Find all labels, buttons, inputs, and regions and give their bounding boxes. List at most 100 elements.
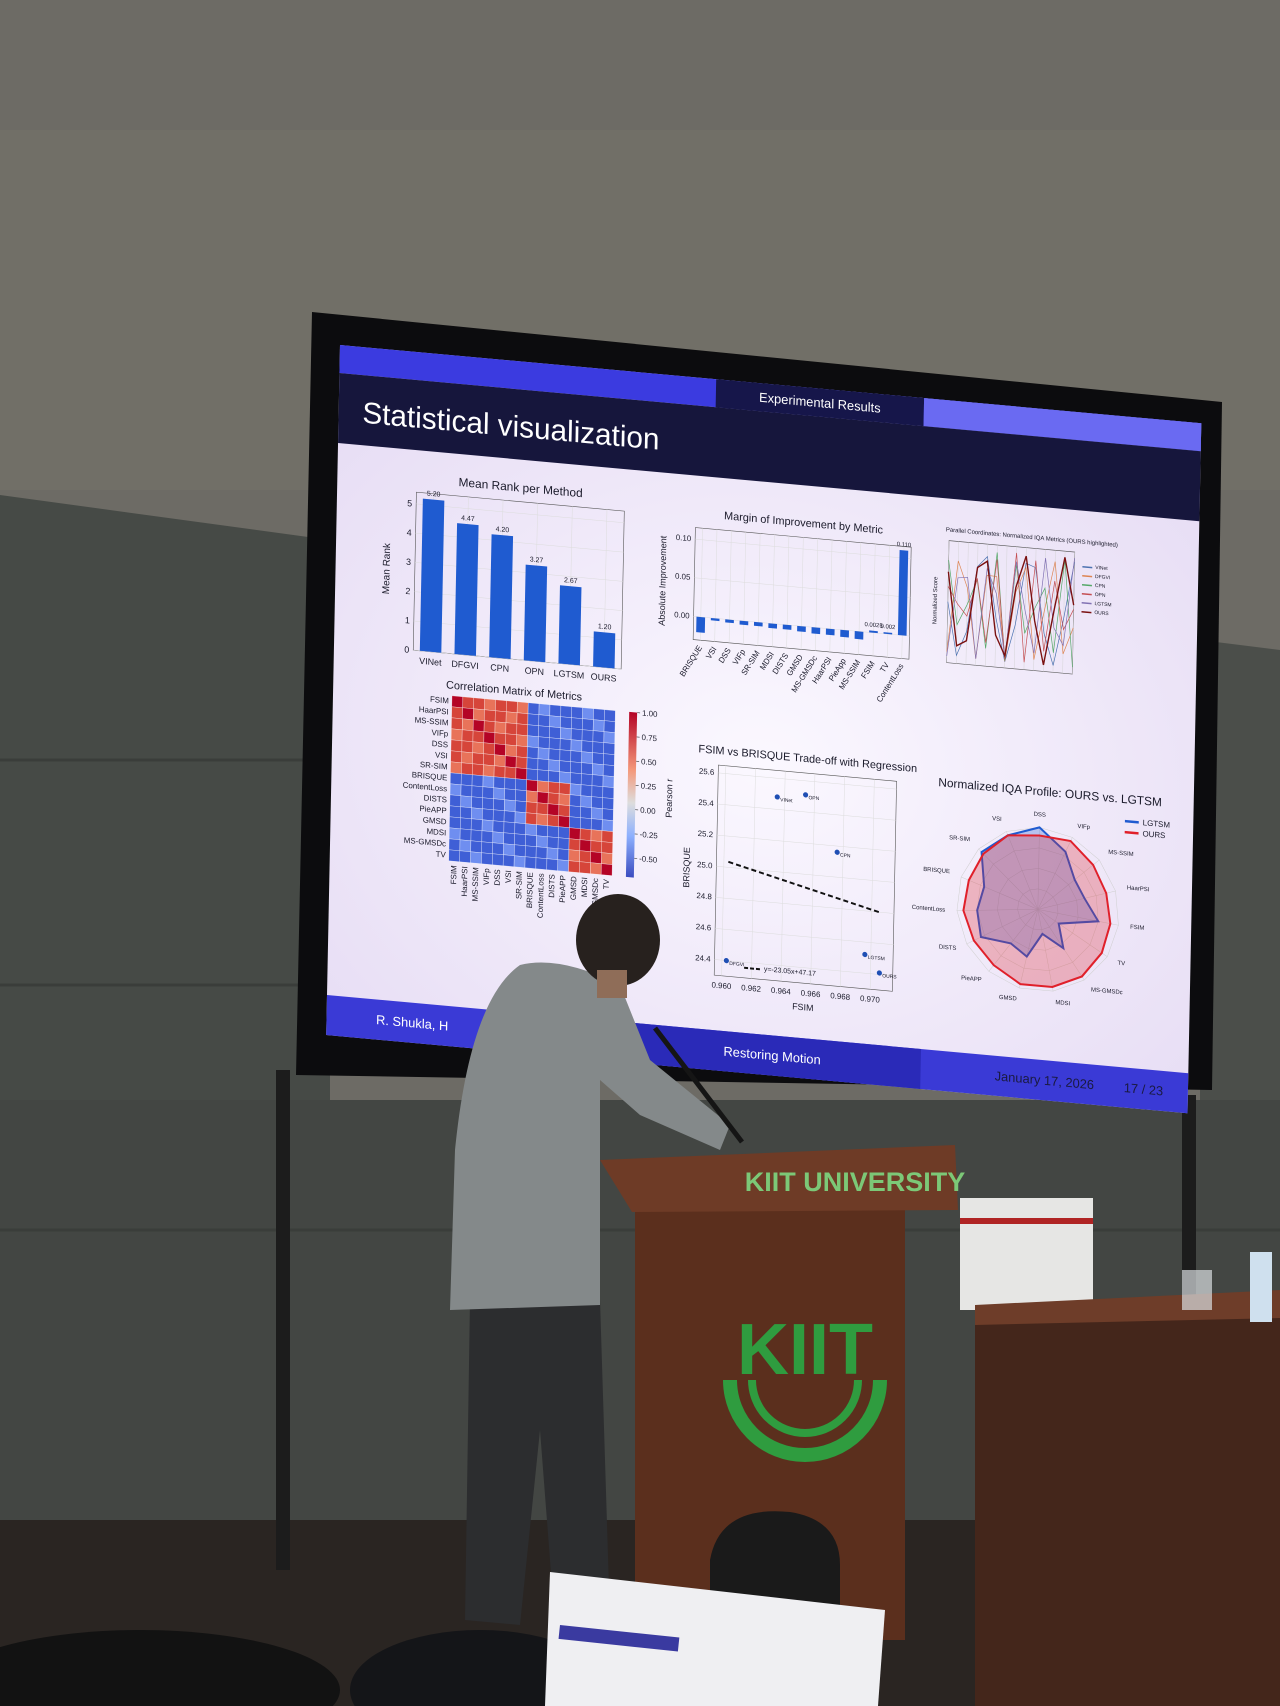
row-label: DISTS — [424, 793, 447, 804]
radar-spoke — [1037, 909, 1108, 957]
column-label: VIFp — [482, 867, 491, 885]
heatmap-cell-decoration — [568, 838, 581, 851]
heatmap-cell-decoration — [503, 810, 516, 823]
heatmap-cell-decoration — [580, 784, 593, 797]
bar — [725, 619, 734, 624]
legend-swatch — [744, 966, 760, 971]
heatmap-cell-decoration — [504, 788, 516, 801]
radar-axis-label: BRISQUE — [923, 867, 950, 875]
bar — [696, 616, 706, 633]
heatmap-cell-decoration — [549, 704, 562, 717]
heatmap-cell-decoration — [536, 835, 548, 848]
water-bottle — [1250, 1252, 1272, 1322]
value-label: 0.110 — [897, 542, 912, 549]
bar — [710, 617, 720, 622]
heatmap-cell-decoration — [580, 806, 592, 819]
y-tick-label: 25.6 — [699, 767, 715, 777]
legend-label: OPN — [1095, 592, 1106, 599]
point — [803, 792, 809, 798]
heatmap-cell-decoration — [460, 806, 472, 819]
value-label: 2.67 — [564, 577, 578, 585]
bar — [739, 620, 749, 626]
grid-line — [717, 803, 896, 821]
heatmap-cell-decoration — [481, 819, 494, 832]
radar-axis-label: MS-SSIM — [1108, 850, 1133, 858]
heatmap-cell-decoration — [536, 802, 549, 815]
heatmap-cell-decoration — [546, 858, 558, 871]
grid-line — [840, 776, 845, 987]
legend-label: LGTSM — [1143, 818, 1170, 830]
column-label: SR-SIM — [514, 871, 523, 900]
legend-label: y=-23.05x+47.17 — [764, 966, 816, 978]
grid-line — [810, 773, 816, 984]
heatmap-cell-decoration — [448, 849, 460, 862]
x-tick-label: 0.962 — [741, 983, 762, 994]
heatmap-cell-decoration — [527, 735, 539, 748]
grid-line — [695, 538, 911, 560]
heatmap-cell-decoration — [515, 789, 527, 802]
colorbar — [625, 711, 638, 878]
heatmap-cell-decoration — [603, 720, 616, 733]
row-label: MS-SSIM — [415, 715, 449, 727]
heatmap-cell-decoration — [592, 752, 604, 765]
y-tick-label: 0.10 — [676, 533, 692, 543]
heatmap-cell-decoration — [472, 719, 485, 732]
heatmap-cell-decoration — [505, 711, 518, 724]
screen-stand — [276, 1070, 290, 1570]
grid-line-vertical — [714, 529, 718, 642]
presenter-neck — [597, 970, 627, 998]
heatmap-cell-decoration — [527, 713, 540, 726]
y-axis-label: Mean Rank — [381, 543, 393, 595]
heatmap-cell-decoration — [549, 715, 561, 728]
grid-line-vertical — [728, 530, 732, 643]
heatmap-cell-decoration — [547, 803, 560, 816]
colorbar-tick-label: -0.50 — [639, 854, 658, 865]
y-axis-label: Normalized Score — [932, 576, 939, 625]
heatmap-cell-decoration — [472, 730, 485, 743]
legend-label: OURS — [1142, 829, 1165, 840]
row-label: MDSI — [426, 827, 446, 838]
slide: Experimental Results Statistical visuali… — [326, 345, 1202, 1114]
legend-swatch — [1124, 819, 1139, 824]
towel-stripe — [960, 1218, 1093, 1224]
heatmap-cell-decoration — [559, 738, 572, 751]
legend-swatch — [1124, 830, 1139, 835]
heatmap-cell-decoration — [484, 709, 496, 722]
heatmap-cell-decoration — [558, 815, 570, 828]
heatmap-cell-decoration — [449, 794, 462, 807]
grid-line — [414, 591, 623, 611]
grid-line-vertical — [743, 532, 746, 645]
heatmap-cell-decoration — [548, 737, 561, 750]
column-label: GMSD — [569, 876, 578, 901]
heatmap-cell-decoration — [504, 799, 516, 812]
heatmap-cell-decoration — [558, 782, 571, 795]
heatmap-cell-decoration — [593, 708, 605, 721]
legend-label: OURS — [1094, 610, 1109, 617]
heatmap-cell-decoration — [526, 757, 539, 770]
y-tick-label: 25.2 — [698, 829, 714, 839]
heatmap-cell-decoration — [535, 857, 548, 870]
heatmap-cell-decoration — [472, 741, 484, 754]
heatmap-cell-decoration — [504, 755, 517, 768]
point-label: CPN — [840, 853, 851, 860]
legend-label: VINet — [1095, 565, 1108, 572]
heatmap-cell-decoration — [560, 727, 572, 740]
heatmap-cell-decoration — [461, 729, 474, 742]
heatmap-cell-decoration — [449, 783, 462, 796]
radar-axis-label: FSIM — [1130, 925, 1144, 932]
heatmap-cell-decoration — [493, 798, 505, 811]
radar-spoke — [1037, 859, 1100, 910]
heatmap-cell-decoration — [601, 852, 613, 865]
x-tick-label: 0.970 — [860, 994, 881, 1005]
heatmap-cell-decoration — [459, 839, 472, 852]
heatmap-cell-decoration — [590, 818, 603, 831]
heatmap-cell-decoration — [450, 750, 462, 763]
heatmap-cell-decoration — [462, 707, 474, 720]
bar — [753, 621, 763, 627]
point-label: OPN — [808, 795, 819, 802]
heatmap-cell-decoration — [462, 696, 474, 709]
bar — [768, 623, 778, 629]
heatmap-cell-decoration — [473, 708, 485, 721]
grid-line — [718, 772, 897, 790]
